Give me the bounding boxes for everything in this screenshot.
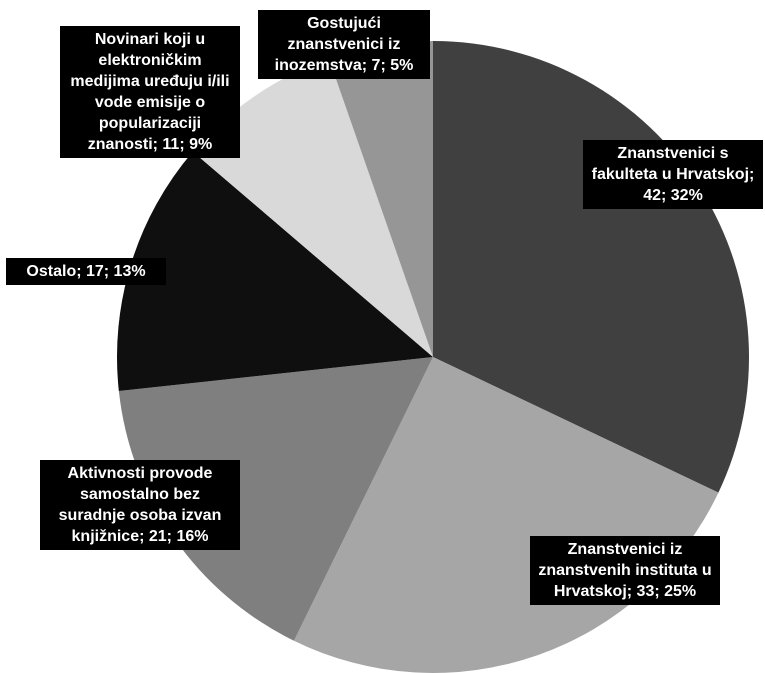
pie-slice <box>118 357 433 641</box>
slice-label: Ostalo; 17; 13% <box>6 258 166 285</box>
pie-slice <box>117 151 433 392</box>
slice-label: Novinari koji u elektroničkim medijima u… <box>60 26 240 158</box>
slice-label: Gostujući znanstvenici iz inozemstva; 7;… <box>258 10 430 79</box>
slice-label: Znanstvenici s fakulteta u Hrvatskoj; 42… <box>583 140 763 209</box>
pie-slice <box>192 58 433 357</box>
slice-label: Znanstvenici iz znanstvenih instituta u … <box>530 536 720 605</box>
slice-label: Aktivnosti provode samostalno bez suradn… <box>40 460 240 550</box>
pie-slice <box>328 41 433 357</box>
